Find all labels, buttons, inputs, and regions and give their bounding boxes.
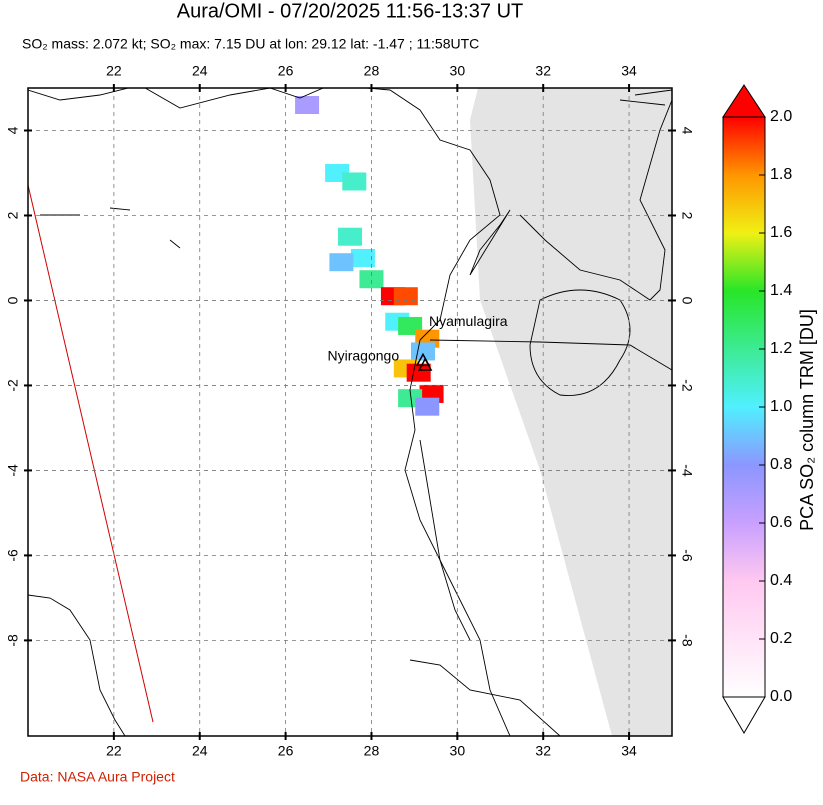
so2-pixel	[415, 397, 440, 416]
colorbar-tick-label: 1.0	[770, 398, 792, 415]
so2-pixel	[329, 253, 354, 272]
y-tick-label: 4	[5, 126, 21, 134]
colorbar-tick-label: 1.6	[770, 224, 792, 241]
x-tick-label: 22	[106, 743, 122, 759]
x-tick-label: 24	[192, 63, 208, 79]
y-tick-label: -4	[679, 464, 695, 477]
volcano-marker	[417, 357, 433, 371]
x-tick-label: 26	[278, 743, 294, 759]
y-tick-label: 4	[679, 127, 695, 135]
colorbar-tick-label: 2.0	[770, 108, 792, 125]
so2-pixel	[410, 342, 435, 361]
y-tick-label: -8	[5, 634, 21, 647]
grid	[28, 88, 672, 736]
x-tick-label: 32	[535, 743, 551, 759]
colorbar-label: PCA SO₂ column TRM [DU]	[797, 309, 817, 531]
volcano-label: Nyamulagira	[429, 313, 508, 329]
map-frame	[27, 87, 673, 737]
x-tick-label: 34	[621, 63, 637, 79]
x-tick-label: 34	[621, 743, 637, 759]
colorbar-tick-label: 1.2	[770, 340, 792, 357]
x-tick-label: 28	[364, 63, 380, 79]
borders	[28, 88, 672, 736]
x-tick-label: 24	[192, 743, 208, 759]
y-tick-label: 2	[5, 211, 21, 219]
so2-pixel	[393, 287, 418, 306]
title: Aura/OMI - 07/20/2025 11:56-13:37 UT	[177, 0, 524, 22]
swath-edge	[28, 184, 154, 723]
x-tick-label: 30	[450, 743, 466, 759]
so2-pixel	[342, 172, 367, 191]
so2-pixel	[338, 227, 362, 246]
y-tick-label: -8	[679, 634, 695, 647]
layers	[28, 88, 672, 736]
colorbar	[722, 116, 766, 698]
y-tick-label: 0	[679, 297, 695, 305]
volcano-label: Nyiragongo	[328, 348, 400, 364]
y-tick-label: -6	[679, 549, 695, 562]
x-tick-label: 30	[450, 63, 466, 79]
colorbar-tick-label: 0.0	[770, 688, 792, 705]
y-tick-label: -6	[5, 549, 21, 562]
so2-pixel	[359, 270, 384, 289]
colorbar-tick-label: 0.4	[770, 572, 792, 589]
x-tick-label: 22	[106, 63, 122, 79]
colorbar-tick-label: 0.6	[770, 514, 792, 531]
colorbar-tick-label: 0.8	[770, 456, 792, 473]
so2-pixel	[406, 363, 431, 382]
x-tick-label: 28	[364, 743, 380, 759]
y-tick-label: -2	[5, 379, 21, 392]
colorbar-tick-label: 1.4	[770, 282, 792, 299]
x-tick-label: 32	[535, 63, 551, 79]
so2-pixel	[295, 95, 320, 114]
colorbar-tick-label: 0.2	[770, 630, 792, 647]
colorbar-max-triangle	[722, 84, 766, 118]
x-tick-label: 26	[278, 63, 294, 79]
colorbar-min-triangle	[722, 696, 766, 734]
so2-pixel	[350, 248, 375, 267]
source-note: Data: NASA Aura Project	[20, 769, 175, 785]
subtitle: SO₂ mass: 2.072 kt; SO₂ max: 7.15 DU at …	[22, 36, 479, 52]
y-tick-label: -4	[5, 464, 21, 477]
y-tick-label: 0	[5, 296, 21, 304]
y-tick-label: -2	[679, 379, 695, 392]
colorbar-tick-label: 1.8	[770, 166, 792, 183]
y-tick-label: 2	[679, 212, 695, 220]
no-data-swath	[470, 88, 672, 736]
